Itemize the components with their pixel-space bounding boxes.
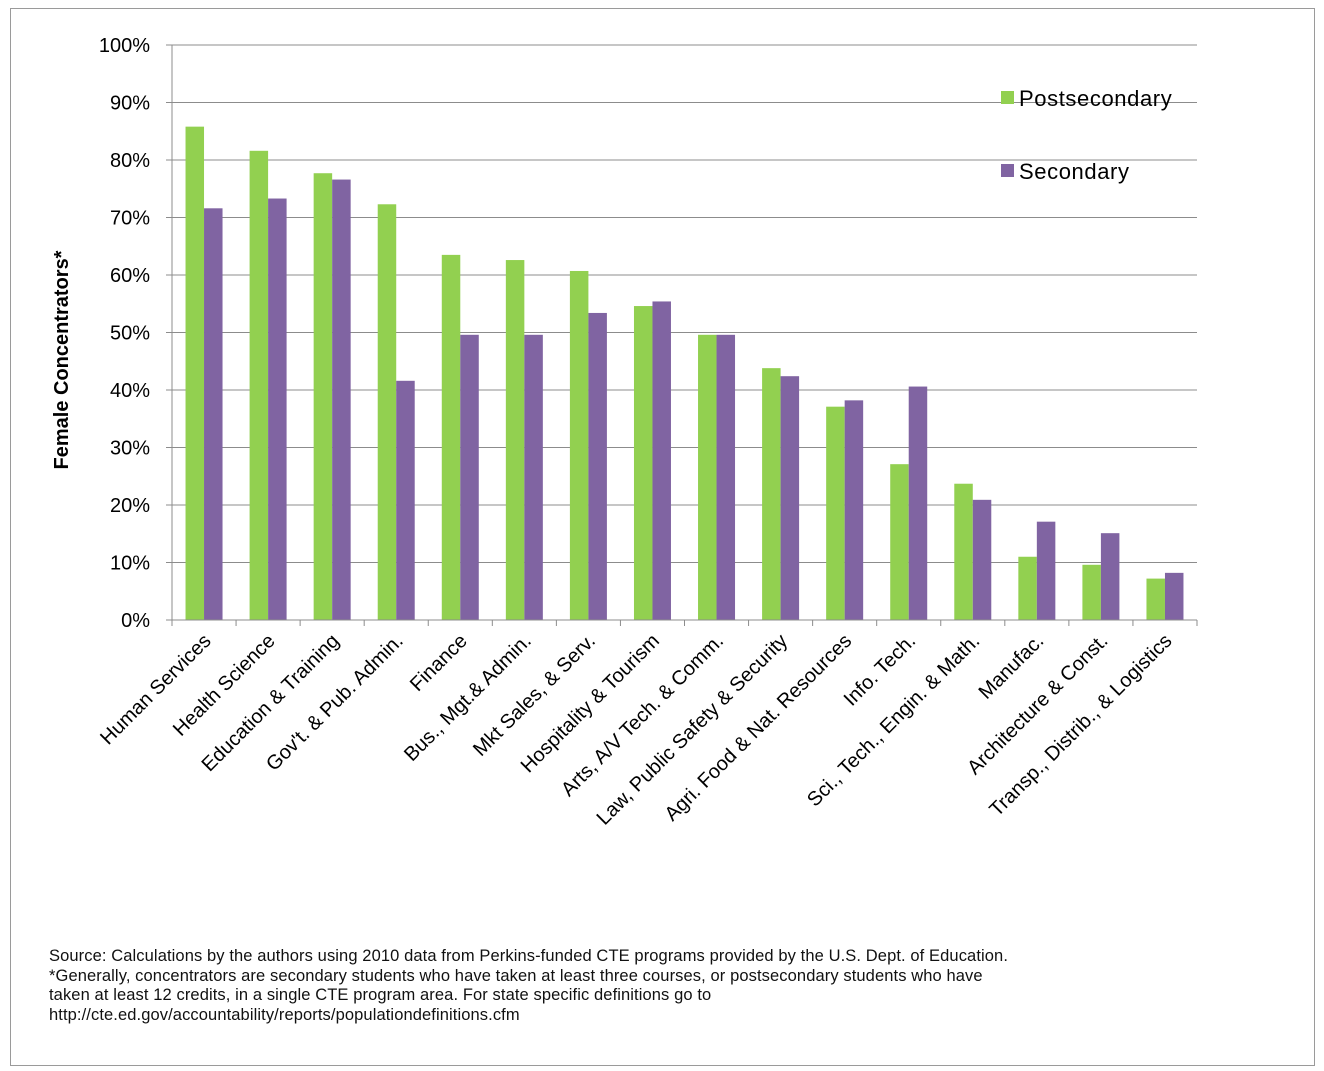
y-tick-label: 20% (110, 495, 150, 517)
bar-secondary (460, 334, 479, 620)
source-footnote: Source: Calculations by the authors usin… (49, 947, 1299, 1025)
bar-secondary (972, 499, 992, 620)
bars (185, 126, 1184, 621)
y-tick-label: 10% (110, 553, 150, 575)
bar-postsecondary (1082, 564, 1101, 620)
bar-secondary (652, 301, 671, 620)
bar-secondary (908, 386, 928, 620)
bar-postsecondary (1018, 556, 1037, 620)
bar-postsecondary (1146, 578, 1165, 620)
y-tick-label: 30% (110, 438, 150, 460)
bar-secondary (716, 334, 736, 620)
y-tick-label: 100% (99, 35, 150, 57)
y-tick-label: 50% (110, 323, 150, 345)
bar-postsecondary (890, 464, 909, 620)
x-tick-label: Mkt Sales, & Serv. (469, 630, 600, 761)
bar-secondary (1100, 533, 1120, 620)
bar-postsecondary (377, 204, 397, 620)
footnote-line-3: taken at least 12 credits, in a single C… (49, 986, 712, 1004)
footnote-line-4: http://cte.ed.gov/accountability/reports… (49, 1005, 520, 1024)
bar-postsecondary (185, 126, 205, 621)
bar-secondary (268, 198, 287, 620)
y-tick-label: 70% (110, 208, 150, 230)
bar-secondary (780, 376, 800, 620)
y-tick-label: 80% (110, 150, 150, 172)
bar-postsecondary (954, 483, 973, 620)
axes (171, 45, 1198, 626)
footnote-line-2: *Generally, concentrators are secondary … (49, 966, 983, 985)
bar-secondary (204, 208, 223, 621)
legend-swatch-secondary (1001, 164, 1014, 177)
bar-postsecondary (762, 368, 781, 620)
legend-label-postsecondary: Postsecondary (1019, 86, 1172, 111)
bar-postsecondary (826, 406, 845, 620)
y-tick-labels: 0% 10% 20% 30% 40% 50% 60% 70% 80% 90% 100% (99, 35, 150, 632)
bar-postsecondary (569, 270, 589, 620)
x-tick-label: Human Services (96, 630, 215, 749)
bar-secondary (1036, 521, 1056, 620)
bar-secondary (332, 179, 351, 621)
bar-postsecondary (633, 306, 653, 620)
bar-secondary (396, 380, 415, 620)
legend-label-secondary: Secondary (1019, 159, 1130, 184)
y-tick-label: 60% (110, 265, 150, 287)
y-tick-label: 40% (110, 380, 150, 402)
bar-postsecondary (313, 173, 333, 620)
y-tick-label: 90% (110, 93, 150, 115)
bar-postsecondary (505, 260, 525, 620)
footnote-line-1: Source: Calculations by the authors usin… (49, 947, 1009, 965)
y-tick-label: 0% (121, 610, 150, 632)
bar-postsecondary (698, 334, 717, 620)
bar-secondary (588, 312, 607, 620)
bar-secondary (1164, 572, 1184, 620)
bar-postsecondary (441, 254, 461, 620)
legend: Postsecondary Secondary (1001, 86, 1172, 184)
y-axis-title: Female Concentrators* (51, 250, 73, 469)
legend-swatch-postsecondary (1001, 91, 1014, 104)
x-tick-label: Finance (406, 630, 472, 696)
bar-secondary (524, 334, 543, 620)
bar-secondary (844, 400, 864, 620)
bar-postsecondary (249, 150, 269, 621)
